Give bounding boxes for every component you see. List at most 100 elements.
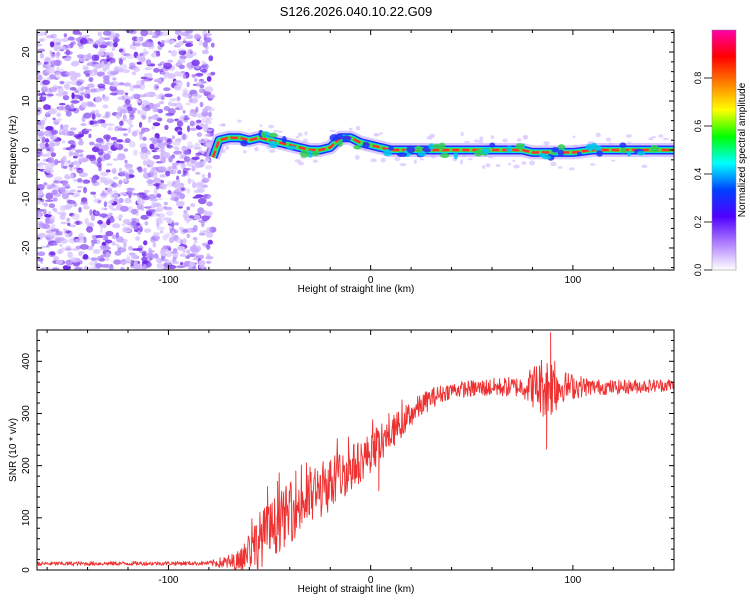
frequency-ridge: [206, 129, 674, 161]
noise-dot: [50, 152, 57, 158]
noise-dot: [76, 167, 82, 171]
noise-dot: [70, 74, 78, 81]
noise-dot: [90, 160, 98, 164]
noise-dot: [58, 105, 62, 110]
noise-dot: [60, 124, 64, 130]
noise-dot: [90, 87, 98, 94]
noise-dot: [177, 48, 187, 52]
noise-dot: [143, 228, 152, 233]
noise-dot: [118, 82, 125, 86]
noise-dot: [182, 133, 186, 141]
noise-dot: [44, 213, 52, 218]
noise-dot: [69, 127, 77, 131]
noise-dot: [140, 146, 148, 154]
noise-dot: [102, 95, 110, 102]
noise-dot: [39, 142, 45, 149]
noise-dot: [83, 86, 90, 90]
noise-dot: [126, 106, 133, 112]
noise-dot: [557, 166, 563, 169]
y-tick-label: 300: [21, 405, 32, 422]
noise-dot: [88, 261, 96, 266]
noise-dot: [165, 112, 174, 117]
noise-dot: [141, 266, 146, 270]
noise-dot: [88, 133, 92, 139]
noise-dot: [128, 140, 136, 148]
noise-dot: [259, 124, 263, 127]
noise-dot: [207, 107, 215, 112]
noise-dot: [58, 45, 67, 51]
noise-dot: [100, 61, 105, 68]
noise-dot: [148, 247, 152, 253]
noise-dot: [225, 145, 230, 151]
noise-dot: [81, 251, 85, 255]
noise-dot: [90, 214, 96, 221]
y-tick-label: 20: [21, 46, 32, 58]
noise-dot: [61, 192, 70, 200]
noise-dot: [67, 160, 71, 164]
ridge-blob: [268, 140, 278, 149]
noise-dot: [156, 217, 162, 223]
noise-dot: [380, 157, 386, 163]
noise-dot: [144, 221, 149, 226]
noise-dot: [72, 148, 77, 151]
noise-dot: [37, 264, 41, 268]
noise-dot: [160, 71, 170, 76]
noise-dot: [129, 124, 134, 128]
noise-dot: [75, 238, 85, 243]
noise-dot: [354, 154, 360, 160]
noise-dot: [75, 72, 81, 78]
noise-dot: [117, 96, 122, 100]
noise-dot: [47, 184, 57, 188]
noise-dot: [467, 157, 473, 161]
noise-dot: [176, 120, 184, 128]
noise-dot: [140, 153, 149, 160]
noise-dot: [151, 125, 155, 130]
noise-dot: [152, 154, 161, 160]
noise-dot: [119, 120, 124, 126]
noise-dot: [100, 144, 110, 151]
noise-dot: [119, 205, 129, 212]
noise-dot: [104, 207, 108, 211]
noise-dot: [151, 114, 160, 121]
noise-dot: [105, 142, 114, 146]
noise-dot: [201, 221, 205, 228]
noise-dot: [168, 50, 172, 54]
noise-dot: [179, 160, 185, 164]
noise-dot: [127, 110, 136, 114]
noise-dot: [62, 165, 68, 169]
y-tick-label: -10: [21, 191, 32, 206]
noise-dot: [91, 109, 96, 114]
noise-dot: [101, 223, 107, 228]
noise-dot: [97, 199, 101, 204]
noise-dot: [145, 252, 154, 259]
noise-dot: [115, 111, 121, 115]
noise-dot: [370, 158, 377, 163]
noise-dot: [155, 94, 161, 100]
noise-dot: [150, 212, 160, 217]
ridge-blob: [414, 145, 423, 153]
ridge-blob: [585, 143, 594, 152]
noise-dot: [69, 86, 77, 91]
noise-dot: [118, 63, 128, 71]
noise-dot: [37, 43, 43, 47]
noise-dot: [111, 243, 120, 246]
noise-dot: [550, 161, 557, 167]
noise-dot: [76, 54, 85, 59]
noise-dot: [277, 130, 283, 133]
noise-dot: [178, 40, 184, 46]
noise-dot: [163, 201, 168, 206]
ridge-blob: [440, 152, 450, 158]
noise-dot: [170, 196, 179, 201]
noise-dot: [117, 153, 126, 161]
noise-dot: [658, 134, 664, 138]
noise-dot: [37, 143, 41, 147]
noise-dot: [124, 92, 129, 96]
noise-dot: [156, 205, 165, 212]
noise-dot: [147, 77, 154, 81]
noise-dot: [149, 204, 156, 209]
noise-dot: [139, 250, 148, 254]
noise-dot: [206, 260, 212, 264]
noise-dot: [268, 124, 274, 129]
noise-dot: [179, 55, 187, 60]
noise-dot: [61, 140, 66, 144]
